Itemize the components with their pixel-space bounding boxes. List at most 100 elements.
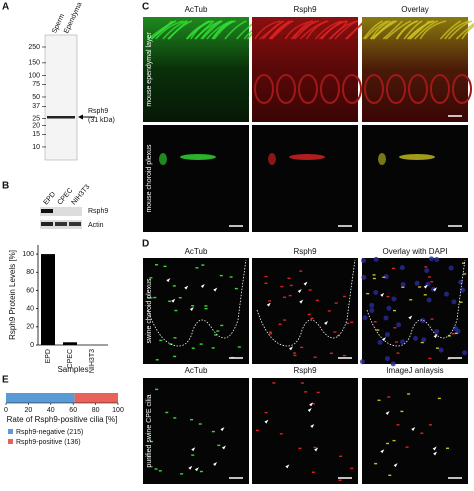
nucleus [361,257,367,263]
cilium [396,352,400,354]
cilium [173,337,177,339]
cilium [334,302,338,304]
cilium [283,319,287,321]
row-label: mouse choroid plexus [146,144,153,213]
cilium [155,359,159,361]
cilium [299,270,303,272]
cilium [447,358,451,360]
cilium [149,277,153,279]
marker-label: 150 [28,60,40,67]
cilia [270,20,294,40]
cilium [366,292,370,295]
nucleus [448,265,454,271]
column-header: Rsph9 [293,247,317,256]
cilium [278,323,282,325]
cilium [372,274,376,276]
panel-label: C [142,2,149,13]
cilium [216,330,220,332]
arrowhead [166,278,171,283]
cilium [234,287,238,290]
cilium [382,276,386,278]
micrograph [362,125,468,232]
cilium [199,470,203,473]
cilia [292,20,313,40]
cilia-cluster [378,153,386,165]
nucleus [451,299,457,305]
marker-label: 250 [28,44,40,51]
nucleus [383,315,389,321]
x-tick-label: CPEC [67,349,74,368]
nucleus [420,318,426,324]
arrowhead [264,419,269,424]
cell [386,74,406,104]
cilia [328,20,349,40]
cilium [158,470,162,472]
cilium [400,410,404,413]
x-tick-label: EPD [45,349,52,363]
cilium [338,479,342,481]
micrograph [362,378,468,484]
cilium [269,332,273,335]
cilium [454,332,458,335]
column-header: AcTub [185,5,208,14]
panel-label: A [2,2,9,13]
cilium [217,444,221,447]
cilia [362,20,383,40]
nucleus [362,315,368,321]
cilium [428,424,432,426]
cilium [409,299,413,301]
blot [40,207,82,216]
bar-segment [74,393,118,403]
legend-label: Rsph9-positive (136) [16,439,81,446]
legend-label: Rsph9-negative (215) [16,429,83,436]
bar-segment [6,393,75,403]
cilia [444,20,470,40]
cilium [191,347,195,349]
nucleus [443,291,449,297]
cilium [327,310,331,312]
marker-label: 50 [32,94,40,101]
cilium [180,473,184,475]
arrowhead [171,298,176,303]
cilium [201,264,205,266]
cilia [447,20,473,40]
cilium [420,341,424,344]
nucleus [453,326,459,332]
cilium [430,318,434,320]
cilium [376,329,380,331]
cilium [459,301,463,303]
cilium [288,294,292,297]
cilium [219,274,223,277]
marker-label: 100 [28,72,40,79]
cilium [293,354,297,357]
y-axis-label: Rsph9 Protein Levels [%] [8,250,17,340]
arrowhead [188,465,193,470]
cilium [211,347,215,349]
cilium [461,262,465,264]
cilium [211,430,215,433]
cilium [437,397,441,400]
cilium [313,446,317,449]
cilium [283,296,287,298]
cilium [377,399,381,401]
cilium [190,418,194,421]
nucleus [386,305,392,311]
cilium [279,433,283,435]
cilium [388,474,392,476]
column-header: Overlay with DAPI [383,247,448,256]
cilium [280,285,284,288]
cilium [268,331,272,333]
cilium [385,442,389,445]
tissue-outline [147,259,247,347]
column-header: Overlay [401,5,429,14]
nucleus [434,329,440,335]
nucleus [384,332,390,338]
column-header: ImageJ anlaysis [386,366,443,375]
cilium [287,277,291,280]
cell [430,74,450,104]
cell [276,74,296,104]
cilia [382,20,403,40]
cilium [435,347,439,349]
cilium [374,462,378,465]
arrowhead [385,411,390,416]
